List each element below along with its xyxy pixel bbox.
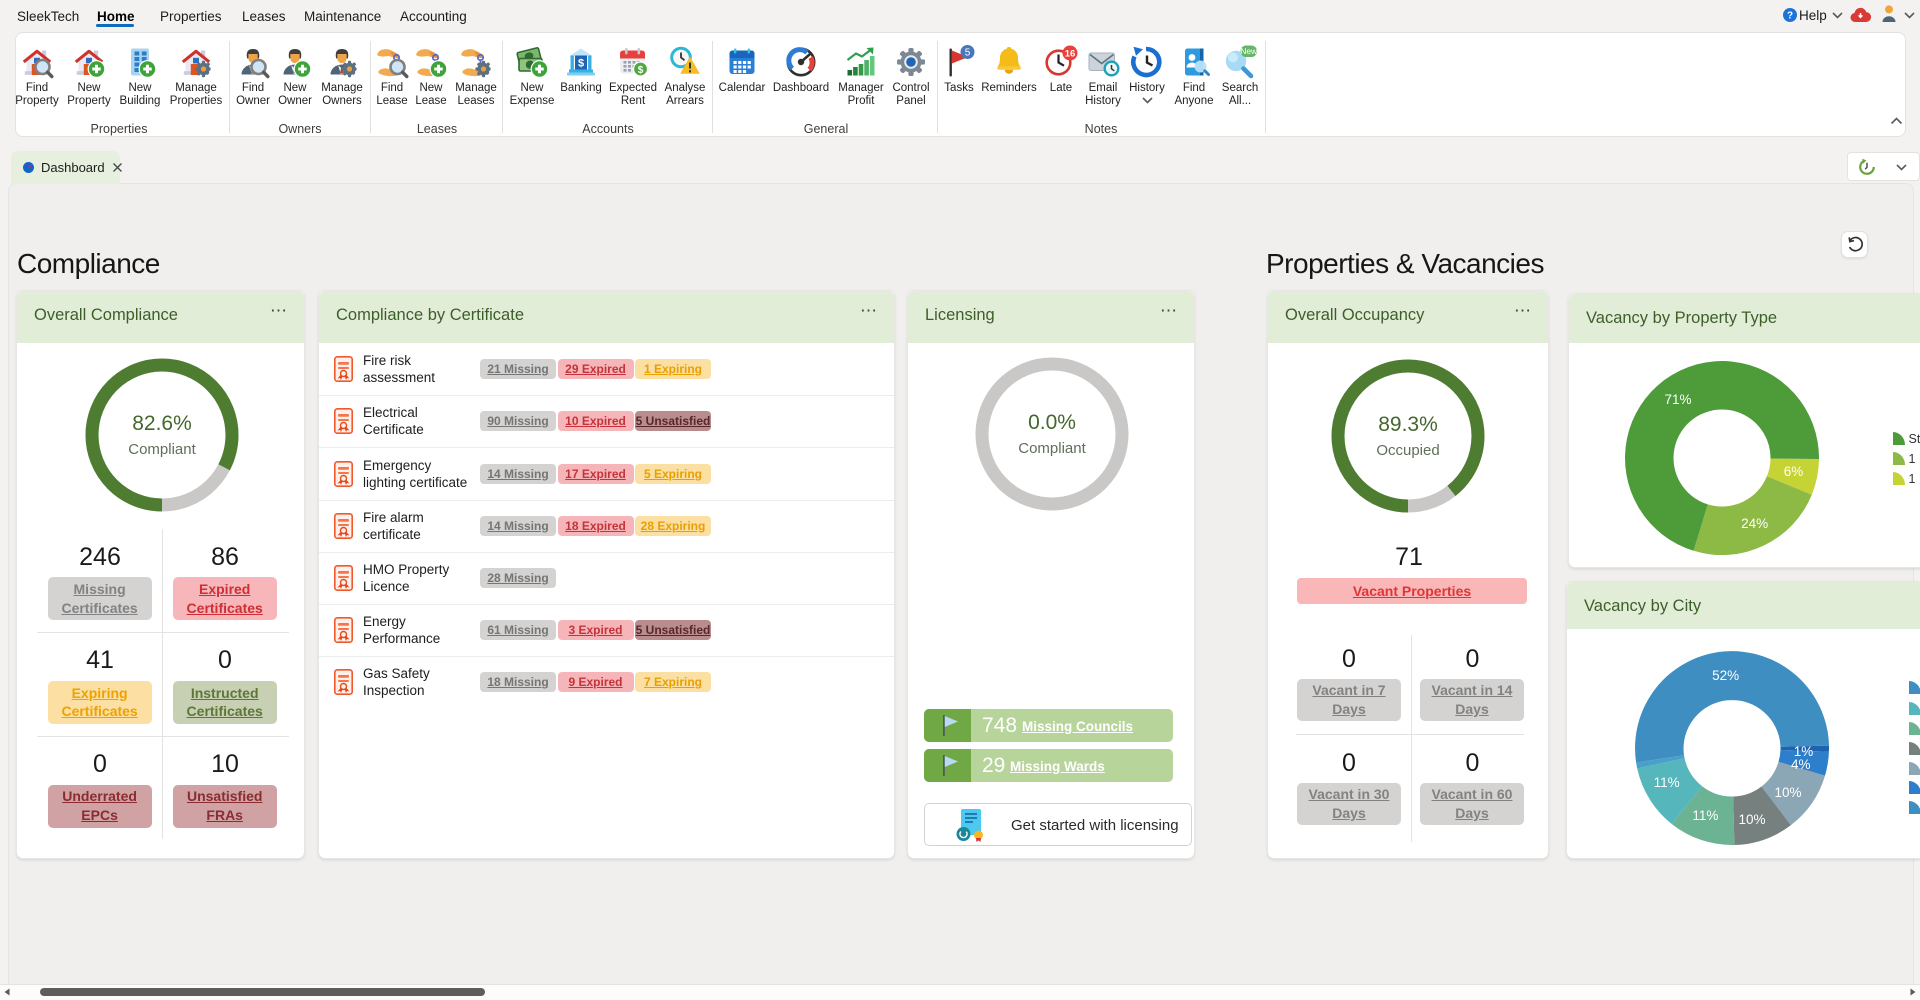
svg-text:?: ? [1787,10,1793,21]
